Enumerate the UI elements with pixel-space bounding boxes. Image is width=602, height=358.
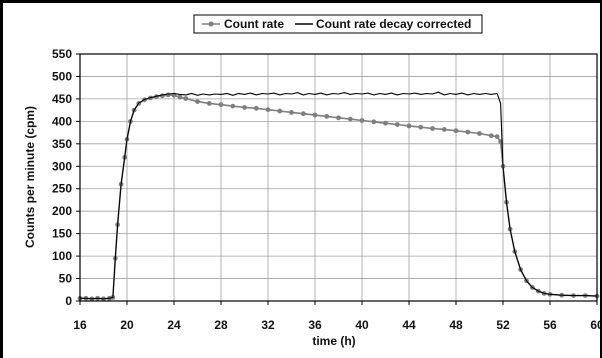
- series-point: [488, 133, 494, 139]
- series-line-1: [80, 91, 598, 300]
- x-tick-label: 24: [167, 318, 181, 332]
- series-point: [289, 110, 294, 115]
- series-point: [206, 101, 212, 106]
- series-point: [371, 119, 377, 125]
- x-tick-label: 36: [308, 318, 322, 332]
- series-point: [406, 123, 412, 129]
- series-point: [183, 96, 189, 101]
- series-point: [359, 118, 365, 123]
- series-point: [494, 134, 500, 140]
- plot-border: [79, 53, 598, 302]
- y-tick-label: 100: [52, 249, 72, 263]
- y-tick-label: 200: [52, 204, 72, 218]
- line-chart: 16 20 24 28 32 36 40 44 48 52 56 60 0 50 100 150 200 250…: [23, 14, 600, 348]
- series-point: [253, 105, 259, 111]
- x-tick-label: 48: [449, 318, 463, 332]
- legend-marker-count-rate: [208, 21, 214, 27]
- series-point: [336, 115, 341, 121]
- y-tick-label: 350: [52, 137, 72, 151]
- x-tick-label: 16: [73, 318, 87, 332]
- series-point: [383, 120, 388, 126]
- y-axis-title: Counts per minute (cpm): [23, 106, 37, 248]
- series-point: [195, 99, 200, 104]
- x-tick-label: 40: [355, 318, 369, 332]
- legend-label-decay-corrected: Count rate decay corrected: [316, 17, 471, 31]
- series-point: [441, 127, 447, 132]
- x-tick-label: 32: [261, 318, 275, 332]
- x-tick-labels: 16 20 24 28 32 36 40 44 48 52 56 60: [73, 301, 600, 332]
- x-tick-label: 44: [402, 318, 416, 332]
- y-tick-label: 550: [52, 47, 72, 61]
- grid: [80, 53, 597, 301]
- y-tick-labels: 0 50 100 150 200 250 300 350 400 450 500 550: [52, 47, 80, 308]
- x-axis-title: time (h): [312, 334, 355, 348]
- x-tick-label: 56: [543, 318, 557, 332]
- x-tick-label: 60: [590, 318, 600, 332]
- series-point: [242, 105, 247, 110]
- series-point: [418, 124, 424, 130]
- series-point: [477, 131, 482, 136]
- series-point: [394, 122, 400, 127]
- series-point: [453, 128, 459, 134]
- series-point: [218, 102, 224, 108]
- series-point: [465, 129, 471, 135]
- series-point: [230, 103, 236, 109]
- y-tick-label: 150: [52, 227, 72, 241]
- x-tick-label: 20: [120, 318, 134, 332]
- series-point: [265, 107, 271, 113]
- y-tick-label: 0: [65, 294, 72, 308]
- y-tick-label: 450: [52, 92, 72, 106]
- series-point: [177, 94, 183, 100]
- x-tick-label: 28: [214, 318, 228, 332]
- series-point: [277, 108, 283, 114]
- legend: Count rate Count rate decay corrected: [193, 14, 483, 34]
- series-group: [77, 91, 600, 302]
- legend-box: [193, 14, 483, 34]
- series-point: [430, 126, 435, 131]
- x-tick-label: 52: [496, 318, 510, 332]
- legend-label-count-rate: Count rate: [224, 17, 284, 31]
- y-tick-label: 250: [52, 182, 72, 196]
- y-tick-label: 50: [59, 272, 73, 286]
- y-tick-label: 300: [52, 159, 72, 173]
- y-tick-label: 400: [52, 114, 72, 128]
- y-tick-label: 500: [52, 69, 72, 83]
- series-point: [300, 111, 306, 117]
- series-point: [324, 114, 330, 119]
- series-point: [347, 116, 353, 122]
- series-point: [165, 92, 171, 98]
- series-point: [312, 112, 318, 118]
